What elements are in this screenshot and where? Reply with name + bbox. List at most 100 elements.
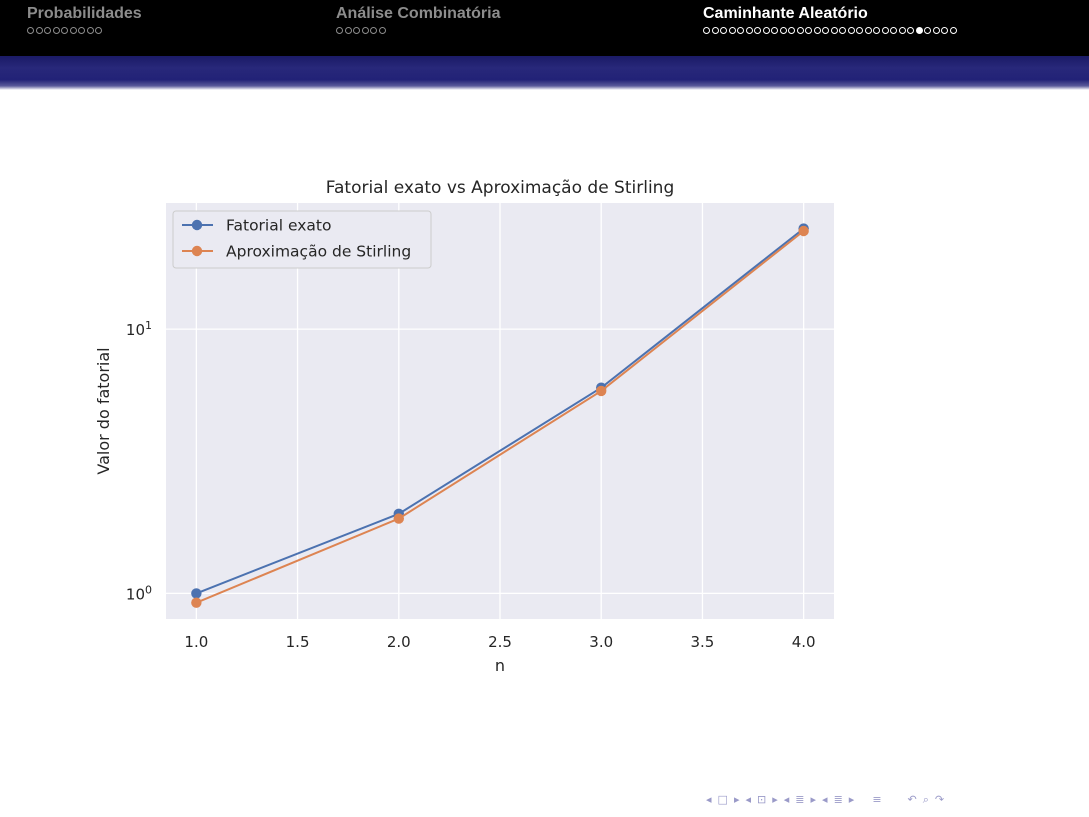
arrow-left-icon[interactable]: ◂ xyxy=(822,793,828,806)
factorial-chart: 1.0 1.5 2.0 2.5 3.0 3.5 4.0 100 101 Fatorial ex… xyxy=(94,178,834,675)
arrow-right-icon[interactable]: ▸ xyxy=(772,793,778,806)
frame-dot[interactable] xyxy=(924,26,931,34)
legend-label: Aproximação de Stirling xyxy=(226,243,411,261)
frame-icon[interactable]: □ xyxy=(717,793,728,806)
frame-dot[interactable] xyxy=(61,26,68,34)
frame-dot[interactable] xyxy=(344,26,352,34)
frame-dot[interactable] xyxy=(932,26,940,34)
frame-dot[interactable] xyxy=(737,26,744,34)
section-title[interactable]: Probabilidades xyxy=(27,5,142,22)
section-probabilidades[interactable]: Probabilidades xyxy=(27,5,142,35)
x-tick-label: 3.0 xyxy=(589,633,613,651)
gridlines xyxy=(166,203,834,619)
frame-dot[interactable] xyxy=(27,26,34,34)
header-band xyxy=(0,56,1089,90)
frame-dot[interactable] xyxy=(52,26,60,34)
data-point xyxy=(798,225,809,237)
frame-dot[interactable] xyxy=(796,26,804,34)
y-tick-labels: 100 101 xyxy=(126,319,152,603)
frame-dot[interactable] xyxy=(813,26,821,34)
arrow-left-icon[interactable]: ◂ xyxy=(745,793,751,806)
y-tick-label: 101 xyxy=(126,319,152,339)
frame-dot[interactable] xyxy=(949,26,957,34)
x-tick-label: 2.5 xyxy=(488,633,512,651)
y-tick-label: 100 xyxy=(126,583,152,603)
data-point xyxy=(191,588,202,599)
section-dots xyxy=(336,25,500,35)
frame-dot[interactable] xyxy=(864,26,872,34)
x-tick-label: 3.5 xyxy=(690,633,714,651)
y-axis-label: Valor do fatorial xyxy=(94,347,113,474)
undo-icon[interactable]: ↶ xyxy=(907,793,917,806)
frame-dot[interactable] xyxy=(847,26,855,34)
x-tick-labels: 1.0 1.5 2.0 2.5 3.0 3.5 4.0 xyxy=(184,633,815,651)
section-caminhante-aleatorio[interactable]: Caminhante Aleatório xyxy=(703,5,957,35)
frame-dot[interactable] xyxy=(754,26,761,34)
frame-dot[interactable] xyxy=(762,26,770,34)
legend-box xyxy=(172,210,432,269)
legend-marker xyxy=(191,219,203,231)
frame-dot[interactable] xyxy=(779,26,787,34)
frame-dot[interactable] xyxy=(378,26,386,34)
data-point xyxy=(393,513,404,524)
subsection-icon[interactable]: ⊡ xyxy=(757,793,767,806)
legend-label: Fatorial exato xyxy=(226,217,331,235)
frame-dot[interactable] xyxy=(35,26,43,34)
frame-dot[interactable] xyxy=(95,26,102,34)
arrow-right-icon[interactable]: ▸ xyxy=(848,793,855,806)
x-tick-label: 1.5 xyxy=(286,633,310,651)
presentation-icon[interactable]: ≣ xyxy=(833,793,843,806)
frame-dot[interactable] xyxy=(353,26,360,34)
frame-dot[interactable] xyxy=(822,26,829,34)
arrow-left-icon[interactable]: ◂ xyxy=(706,793,712,806)
x-tick-label: 4.0 xyxy=(792,633,816,651)
frame-dot[interactable] xyxy=(788,26,795,34)
section-dots xyxy=(703,25,957,35)
legend: Fatorial exato Aproximação de Stirling xyxy=(172,210,432,269)
frame-dot[interactable] xyxy=(361,26,369,34)
x-axis-label: n xyxy=(495,656,505,675)
frame-dot[interactable] xyxy=(915,26,923,34)
frame-dot[interactable] xyxy=(69,26,77,34)
frame-dot[interactable] xyxy=(898,26,906,34)
frame-dot[interactable] xyxy=(370,26,377,34)
frame-dot[interactable] xyxy=(44,26,51,34)
section-icon[interactable]: ≣ xyxy=(795,793,805,806)
frame-dot[interactable] xyxy=(839,26,846,34)
section-dots xyxy=(27,25,142,35)
frame-dot[interactable] xyxy=(728,26,736,34)
frame-dot[interactable] xyxy=(720,26,727,34)
frame-dot[interactable] xyxy=(771,26,778,34)
arrow-right-icon[interactable]: ▸ xyxy=(810,793,817,806)
series-line xyxy=(195,230,805,604)
frame-dot[interactable] xyxy=(78,26,85,34)
redo-icon[interactable]: ↷ xyxy=(934,793,945,806)
frame-dot[interactable] xyxy=(703,26,710,34)
frame-dot[interactable] xyxy=(873,26,880,34)
frame-dot[interactable] xyxy=(805,26,812,34)
section-title[interactable]: Caminhante Aleatório xyxy=(703,5,868,22)
arrow-right-icon[interactable]: ▸ xyxy=(733,793,740,806)
data-point xyxy=(596,385,607,397)
chart-title: Fatorial exato vs Aproximação de Stirlin… xyxy=(326,178,674,198)
frame-dot[interactable] xyxy=(890,26,897,34)
frame-dot[interactable] xyxy=(856,26,863,34)
search-icon[interactable]: ⌕ xyxy=(922,793,929,806)
frame-dot[interactable] xyxy=(86,26,94,34)
frame-dot[interactable] xyxy=(745,26,753,34)
frame-dot[interactable] xyxy=(830,26,838,34)
series-lines xyxy=(191,223,809,608)
series-line xyxy=(195,227,805,595)
x-tick-label: 1.0 xyxy=(184,633,208,651)
frame-dot[interactable] xyxy=(711,26,719,34)
frame-dot[interactable] xyxy=(941,26,948,34)
frame-dot[interactable] xyxy=(907,26,914,34)
frame-dot[interactable] xyxy=(336,26,343,34)
beamer-navigation: ◂ □ ▸ ◂ ⊡ ▸ ◂ ≣ ▸ ◂ ≣ ▸ ≡ ↶ ⌕ ↷ xyxy=(706,794,1086,806)
arrow-left-icon[interactable]: ◂ xyxy=(783,793,790,806)
section-title[interactable]: Análise Combinatória xyxy=(336,5,501,22)
legend-marker xyxy=(191,245,203,257)
section-analise-combinatoria[interactable]: Análise Combinatória xyxy=(336,5,500,35)
align-icon[interactable]: ≡ xyxy=(872,793,882,806)
frame-dot[interactable] xyxy=(881,26,889,34)
